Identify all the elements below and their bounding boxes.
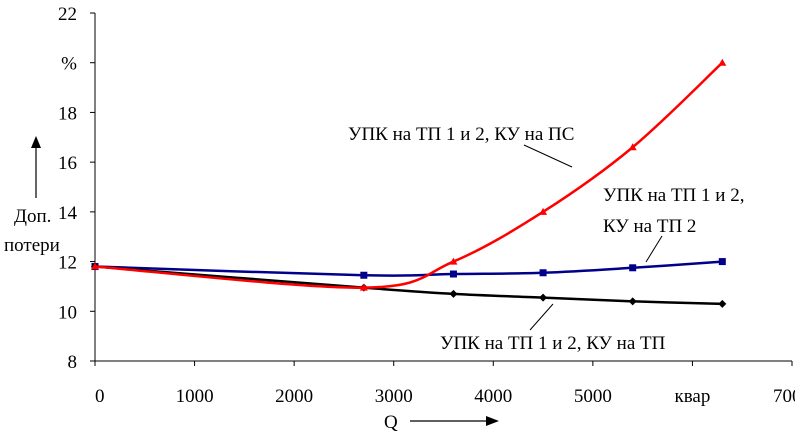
y-tick-label: 12: [58, 253, 77, 274]
data-point: [539, 207, 548, 215]
series-layer: [91, 58, 727, 308]
annotation-blue-leader: [645, 235, 663, 263]
data-point: [360, 271, 368, 279]
x-tick-label: 7000: [773, 386, 795, 407]
y-axis-label-line1: Доп.: [14, 206, 51, 227]
x-tick-label: 5000: [574, 386, 612, 407]
annotation-black-label: УПК на ТП 1 и 2, КУ на ТП: [440, 333, 666, 354]
x-tick-label: 3000: [375, 386, 413, 407]
annotation-blue-label-line1: УПК на ТП 1 и 2,: [603, 185, 744, 206]
x-axis-arrow-head: [486, 416, 499, 426]
data-point: [359, 283, 368, 291]
data-point: [718, 299, 727, 308]
y-tick-label: 22: [58, 4, 77, 25]
series-line: [94, 265, 723, 306]
data-point: [539, 269, 547, 277]
data-point: [449, 289, 458, 298]
data-point: [718, 258, 726, 266]
y-tick-label: %: [61, 54, 77, 75]
x-axis-label: Q: [384, 412, 398, 433]
y-axis-arrow-head: [31, 136, 41, 148]
annotation-blue-label-line2: КУ на ТП 2: [603, 216, 696, 237]
data-point: [539, 293, 548, 302]
y-tick-label: 14: [58, 203, 78, 224]
data-point: [628, 297, 637, 306]
data-point: [718, 58, 727, 66]
annotation-red-label: УПК на ТП 1 и 2, КУ на ПС: [348, 124, 574, 145]
y-tick-label: 18: [58, 103, 77, 124]
y-tick-label: 8: [68, 352, 78, 373]
data-point: [91, 262, 99, 270]
annotation-black-leader: [529, 303, 554, 331]
x-tick-label: 4000: [474, 386, 512, 407]
y-tick-label: 10: [58, 302, 77, 323]
y-tick-label: 16: [58, 153, 77, 174]
annotation-red-leader: [523, 144, 573, 168]
data-point: [449, 270, 457, 278]
x-tick-label: 2000: [275, 386, 313, 407]
x-tick-label: 1000: [176, 386, 214, 407]
series-0: [91, 58, 727, 291]
x-tick-label: 0: [95, 386, 105, 407]
x-tick-label: квар: [674, 386, 710, 407]
y-axis-label-line2: потери: [4, 235, 60, 256]
axes: 0 1000 2000 3000 4000 5000 квар 7000 8 10 12 14 16 18…: [58, 4, 795, 407]
data-point: [449, 257, 458, 265]
data-point: [628, 143, 637, 151]
data-point: [629, 264, 637, 272]
series-line: [94, 61, 724, 289]
